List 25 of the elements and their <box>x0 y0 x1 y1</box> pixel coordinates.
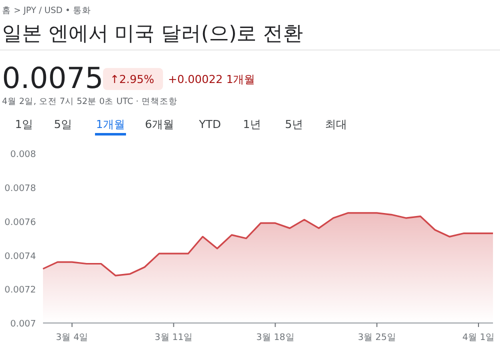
y-tick-label: 0.008 <box>10 150 36 160</box>
y-tick-label: 0.007 <box>10 320 36 330</box>
y-tick-label: 0.0076 <box>4 218 36 228</box>
text: 최대 <box>325 118 347 131</box>
x-tick-label: 3월 4일 <box>56 333 88 343</box>
x-tick-label: 3월 11일 <box>154 333 193 343</box>
y-tick-label: 0.0074 <box>4 252 36 262</box>
x-tick-label: 3월 18일 <box>256 333 294 343</box>
text: 1개월 <box>96 118 125 131</box>
text: ↑2.95% <box>110 73 154 86</box>
text: 5일 <box>54 118 72 131</box>
y-tick-label: 0.0078 <box>4 184 36 194</box>
text: +0.00022 1개월 <box>168 73 256 86</box>
text: 1일 <box>15 118 33 131</box>
x-tick-label: 4월 1일 <box>462 333 495 343</box>
x-tick-label: 3월 25일 <box>358 333 396 343</box>
text: 4월 2일, 오전 7시 52분 0초 UTC · 면책조항 <box>2 97 178 107</box>
text: YTD <box>198 118 221 131</box>
chart-title: 일본 엔에서 미국 달러(으)로 전환 <box>2 21 304 45</box>
text: 6개월 <box>145 118 174 131</box>
text: 5년 <box>285 118 303 131</box>
text: 1년 <box>243 118 261 131</box>
text: 홈 > JPY / USD • 통화 <box>2 6 92 16</box>
text: 0.0075 <box>2 61 104 95</box>
y-tick-label: 0.0072 <box>4 286 36 296</box>
